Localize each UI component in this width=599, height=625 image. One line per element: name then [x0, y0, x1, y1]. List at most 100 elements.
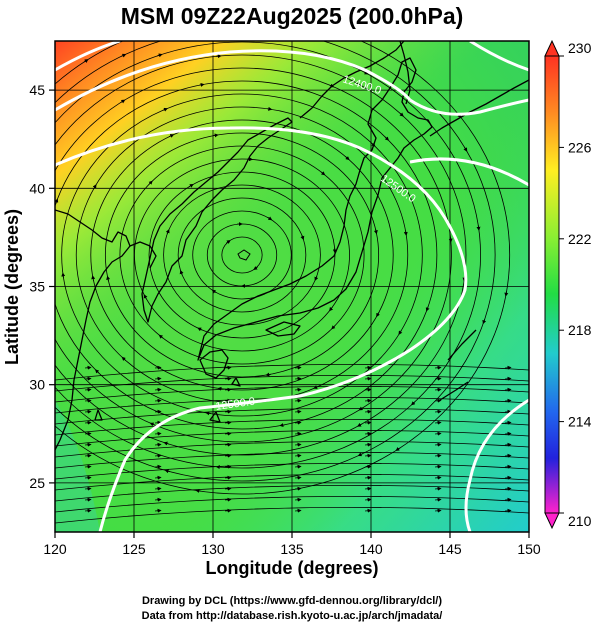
- y-tick-label: 30: [29, 377, 45, 393]
- x-tick-label: 150: [517, 541, 541, 557]
- contour-top-right: [469, 41, 529, 72]
- streamline: [61, 93, 423, 417]
- streamline-arrow: [154, 387, 162, 392]
- streamline-arrow: [84, 431, 92, 436]
- streamline-arrow: [83, 59, 89, 63]
- streamline-arrow: [224, 376, 232, 381]
- streamline-arrow: [158, 334, 164, 339]
- y-tick-label: 40: [29, 180, 45, 196]
- streamline-arrow: [364, 376, 372, 381]
- contour-12500-main: [55, 126, 468, 532]
- streamline-arrow: [217, 386, 224, 391]
- streamline-arrow: [434, 453, 442, 458]
- streamline-arrow: [224, 497, 232, 502]
- streamline-arrow: [398, 330, 403, 335]
- streamline-arrow: [294, 431, 302, 436]
- streamline-arrow: [84, 420, 92, 425]
- streamline-arrow: [197, 327, 203, 332]
- streamline-arrow: [84, 409, 92, 414]
- streamline-arrow: [476, 225, 481, 231]
- streamline-arrow: [84, 464, 92, 469]
- streamline: [55, 41, 481, 469]
- streamline-arrow: [364, 508, 372, 513]
- streamline-arrow: [224, 475, 232, 480]
- streamline-arrow: [371, 142, 376, 147]
- streamline-arrow: [434, 420, 442, 425]
- x-tick-label: 145: [438, 541, 462, 557]
- streamline-arrow: [504, 486, 512, 491]
- streamline: [55, 484, 529, 502]
- streamline-arrow: [195, 488, 201, 493]
- streamline-arrow: [294, 365, 302, 370]
- streamline-arrow: [434, 398, 442, 403]
- x-tick-label: 130: [201, 541, 225, 557]
- streamline-arrow: [224, 365, 232, 370]
- streamline-arrow: [225, 239, 231, 244]
- streamline-arrow: [205, 411, 211, 416]
- streamline-arrow: [434, 442, 442, 447]
- streamline-arrow: [224, 464, 232, 469]
- y-tick-label: 35: [29, 279, 45, 295]
- streamline-arrow: [84, 453, 92, 458]
- streamline-arrow: [199, 82, 205, 87]
- streamline-arrow: [24, 393, 26, 396]
- streamline-arrow: [364, 442, 372, 447]
- streamline-arrow: [267, 216, 273, 221]
- streamline: [55, 67, 452, 443]
- streamline-arrow: [266, 106, 273, 111]
- height-contours: [55, 41, 529, 532]
- streamline-arrow: [154, 453, 162, 458]
- streamline-arrow: [121, 356, 126, 361]
- streamline-arrow: [364, 486, 372, 491]
- colorbar-label: 214: [568, 414, 592, 430]
- streamline-arrow: [434, 431, 442, 436]
- streamline-arrow: [294, 486, 302, 491]
- streamline: [55, 429, 529, 447]
- streamline: [55, 385, 529, 403]
- streamline-arrow: [504, 398, 512, 403]
- streamline: [55, 495, 529, 513]
- streamline-arrow: [154, 508, 162, 513]
- colorbar-label: 226: [568, 139, 592, 155]
- streamline-arrow: [265, 372, 271, 377]
- colorbar-label: 218: [568, 322, 592, 338]
- streamline-arrow: [504, 409, 512, 414]
- streamline-arrow: [294, 497, 302, 502]
- streamline-arrow: [61, 272, 66, 278]
- streamline-arrow: [364, 464, 372, 469]
- streamline: [55, 451, 529, 469]
- streamline-arrow: [154, 497, 162, 502]
- streamline-arrow: [504, 453, 512, 458]
- streamline-arrow: [504, 376, 512, 381]
- streamline-arrow: [162, 107, 168, 112]
- streamline-arrow: [294, 442, 302, 447]
- contour-top-left: [55, 41, 121, 72]
- streamline-arrow: [294, 464, 302, 469]
- y-axis-label: Latitude (degrees): [2, 209, 22, 365]
- streamline-arrow: [15, 186, 16, 190]
- streamline: [134, 158, 350, 352]
- streamline-arrow: [84, 365, 92, 370]
- colorbar-gradient: [544, 55, 560, 514]
- streamline: [148, 171, 336, 339]
- streamline-arrow: [345, 156, 350, 161]
- streamline-arrow: [364, 431, 372, 436]
- streamline-arrow: [314, 38, 318, 39]
- streamline-arrow: [163, 441, 169, 446]
- chart-title: MSM 09Z22Aug2025 (200.0hPa): [121, 3, 464, 29]
- streamline-arrow: [314, 275, 319, 282]
- streamline-arrow: [120, 99, 126, 104]
- colorbar-labels: 230 226 222 218 214 210: [559, 40, 592, 529]
- streamline-arrow: [329, 83, 335, 88]
- streamline: [177, 197, 307, 313]
- streamline: [55, 473, 529, 491]
- streamline-arrow: [224, 431, 232, 436]
- streamline-arrow: [294, 453, 302, 458]
- map-plot-area: 12400.0 12500.0 12500.0: [15, 38, 529, 532]
- colorbar: 230 226 222 218 214 210: [544, 39, 592, 530]
- streamline-arrow: [434, 508, 442, 513]
- streamline-arrow: [364, 420, 372, 425]
- streamline-arrow: [294, 420, 302, 425]
- streamline: [55, 374, 529, 392]
- streamline-arrow: [154, 409, 162, 414]
